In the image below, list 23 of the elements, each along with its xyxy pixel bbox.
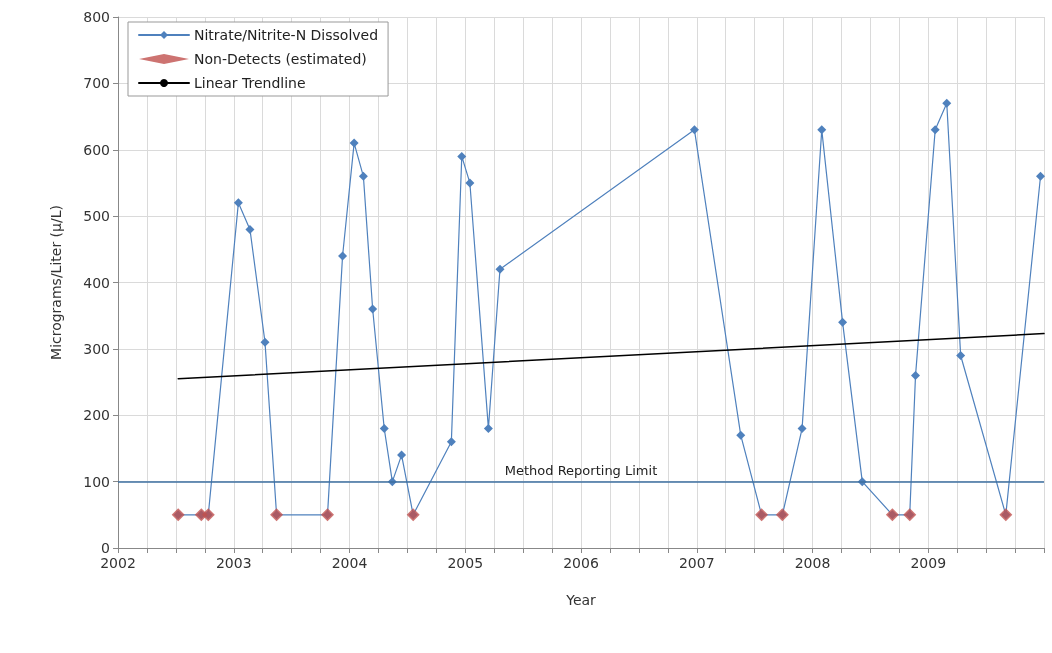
x-axis-title: Year bbox=[565, 592, 597, 608]
x-tick-label: 2003 bbox=[215, 555, 252, 571]
y-tick-label: 200 bbox=[83, 407, 110, 424]
legend-label: Linear Trendline bbox=[194, 75, 306, 91]
y-tick-label: 800 bbox=[83, 9, 110, 25]
y-tick-label: 100 bbox=[83, 473, 110, 490]
y-tick-label: 500 bbox=[83, 208, 110, 225]
y-tick-label: 700 bbox=[83, 75, 110, 92]
x-tick-label: 2006 bbox=[563, 555, 599, 571]
y-axis-title: Micrograms/Liter (µ/L) bbox=[48, 205, 64, 360]
x-tick-label: 2005 bbox=[447, 555, 484, 571]
x-tick-label: 2004 bbox=[331, 555, 368, 571]
x-tick-label: 2002 bbox=[100, 555, 136, 571]
ref-line-label: Method Reporting Limit bbox=[504, 462, 658, 478]
y-tick-label: 0 bbox=[101, 540, 110, 556]
legend-label: Non-Detects (estimated) bbox=[194, 51, 367, 67]
x-tick-label: 2007 bbox=[678, 555, 715, 571]
x-tick-label: 2009 bbox=[910, 555, 947, 571]
y-tick-label: 600 bbox=[83, 141, 110, 158]
y-tick-label: 300 bbox=[83, 340, 110, 357]
legend-label: Nitrate/Nitrite-N Dissolved bbox=[194, 27, 379, 43]
y-tick-label: 400 bbox=[83, 274, 110, 291]
x-tick-label: 2008 bbox=[794, 555, 831, 571]
